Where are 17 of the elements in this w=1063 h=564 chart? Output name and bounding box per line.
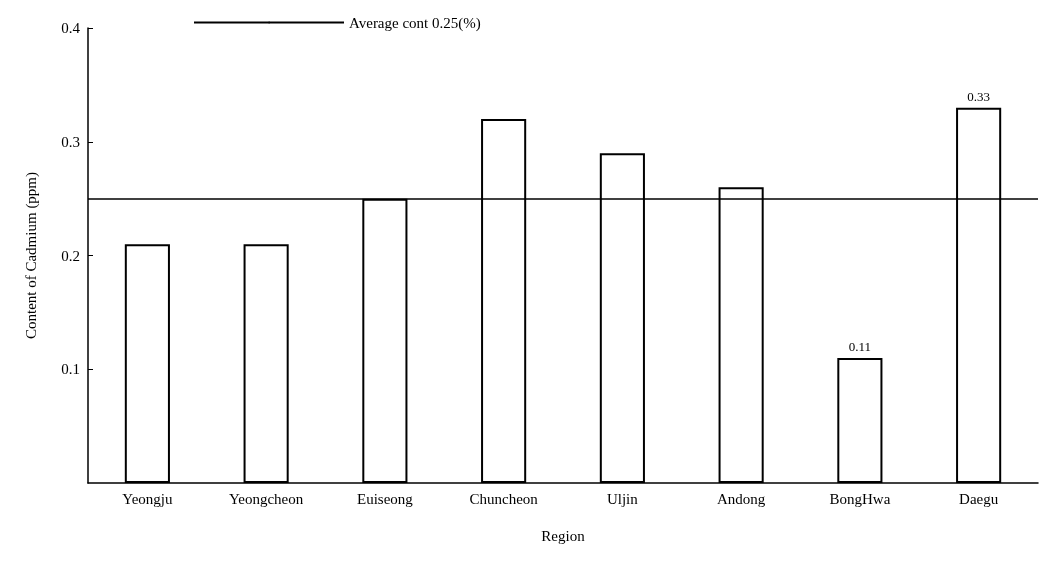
y-tick-label: 0.3 [61,133,80,150]
y-tick-label: 0.1 [61,361,80,378]
x-axis-title: Region [541,527,586,544]
x-tick-label: Daegu [959,490,999,507]
x-tick-label: BongHwa [829,490,891,507]
x-tick-label: Chuncheon [469,490,539,507]
x-tick-label: Euiseong [356,490,414,507]
data-label: 0.33 [967,88,990,104]
x-tick-label: Andong [716,490,766,507]
y-tick-label: 0.4 [61,20,81,36]
x-tick-label: Yeongju [122,490,173,507]
y-tick-label: 0.2 [61,247,80,264]
ref-line-label: Average cont 0.25(%) [349,14,481,32]
y-axis-title: Content of Cadmium (ppm) [22,171,40,340]
x-tick-label: Yeongcheon [228,490,304,507]
x-tick-label: Uljin [606,490,639,507]
data-label: 0.11 [848,338,872,354]
